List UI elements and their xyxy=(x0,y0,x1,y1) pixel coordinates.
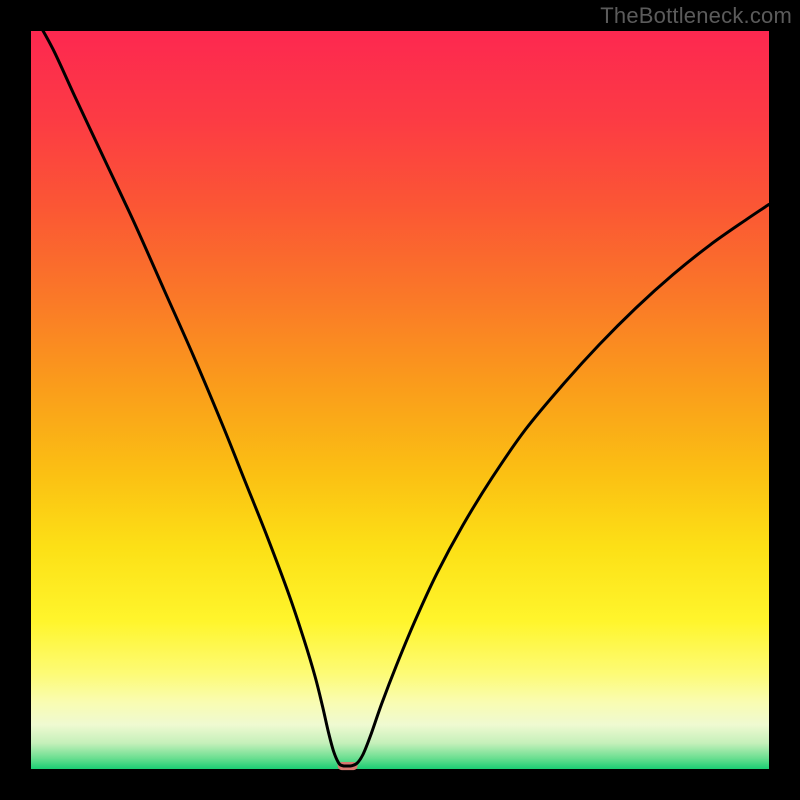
bottleneck-curve-plot xyxy=(0,0,800,800)
chart-frame: TheBottleneck.com xyxy=(0,0,800,800)
watermark-text: TheBottleneck.com xyxy=(600,3,792,29)
